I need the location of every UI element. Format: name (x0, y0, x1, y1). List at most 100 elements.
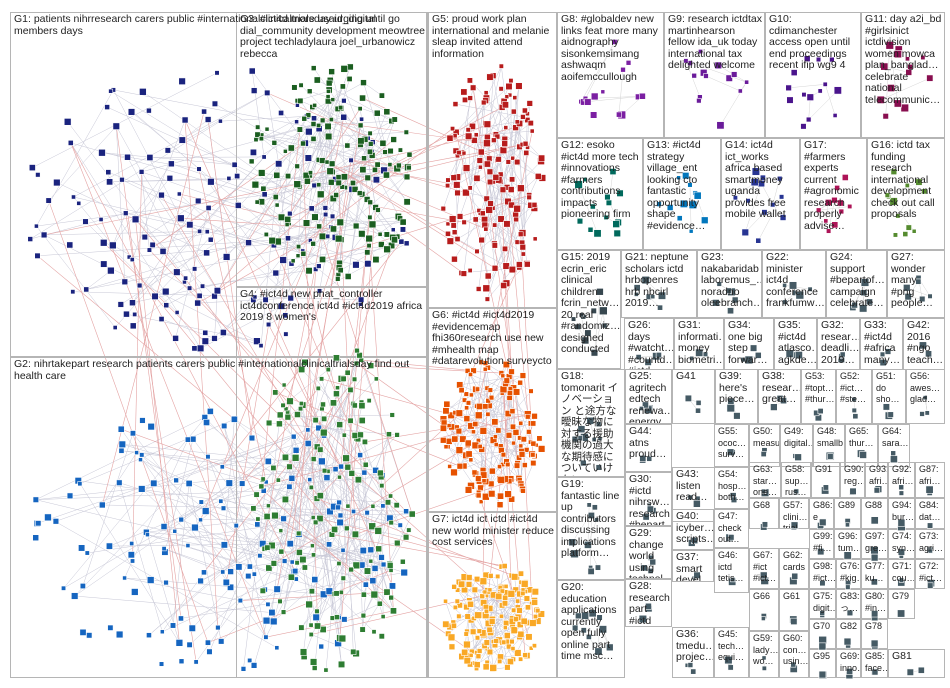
node-g16 (890, 168, 898, 175)
node-g1 (231, 161, 238, 168)
edge (587, 519, 597, 545)
edge (124, 439, 189, 579)
node-g58 (793, 488, 800, 495)
node-g7 (537, 610, 545, 618)
node-g2 (203, 419, 210, 426)
node-g14 (778, 194, 785, 200)
node-g2 (357, 452, 363, 458)
node-g4 (250, 505, 257, 512)
node-g6 (446, 423, 452, 429)
group-label-g6: G6: #ict4d #ict4d2019 #evidencemap fhi36… (432, 309, 552, 367)
node-g1 (265, 321, 272, 328)
node-g7 (479, 577, 488, 586)
node-g5 (526, 100, 533, 107)
edge (758, 196, 782, 241)
node-g16 (892, 232, 898, 238)
node-g9 (683, 58, 689, 64)
node-g19 (586, 502, 592, 508)
group-label-g39: G39: here's piece… (719, 370, 755, 405)
node-g2 (198, 499, 204, 505)
node-g7 (510, 646, 516, 652)
node-g2 (286, 540, 294, 548)
edge (30, 120, 221, 240)
node-g3 (344, 273, 352, 280)
node-g2 (178, 615, 184, 622)
edge (73, 92, 268, 198)
node-g5 (512, 95, 518, 101)
group-cell-g88: G88 (861, 498, 888, 529)
group-cell-g41: G41 (672, 369, 715, 424)
node-g13 (656, 201, 662, 207)
node-g1 (204, 229, 210, 235)
node-g3 (310, 135, 317, 142)
node-g1 (311, 115, 317, 122)
node-g13 (679, 199, 688, 208)
node-g3 (406, 151, 413, 158)
edge (362, 97, 387, 112)
node-g7 (483, 608, 490, 614)
node-g30 (642, 513, 650, 521)
edge (226, 117, 344, 258)
group-label-g48: G48: smallb… (817, 426, 844, 448)
node-g7 (503, 625, 508, 631)
edge (229, 483, 266, 590)
group-label-g44: G44: atns proud… (629, 425, 667, 460)
node-g7 (513, 616, 519, 623)
node-g2 (44, 513, 52, 522)
node-g2 (336, 518, 344, 527)
node-g5 (515, 82, 523, 90)
edge (124, 577, 324, 595)
node-g3 (310, 121, 317, 127)
node-g4 (312, 417, 319, 424)
edge (459, 430, 484, 467)
node-g4 (325, 367, 331, 373)
node-g11 (887, 84, 895, 92)
node-g4 (297, 406, 304, 412)
group-label-g57: G57: clini… trial… (783, 500, 808, 529)
node-g4 (352, 561, 361, 570)
group-cell-g66: G66 (749, 589, 779, 631)
node-g7 (535, 608, 541, 614)
node-g3 (358, 230, 366, 238)
node-g10 (803, 55, 811, 63)
edge (195, 600, 241, 663)
node-g3 (364, 249, 371, 256)
group-cell-g59: G59: lady… wo… (749, 631, 779, 678)
node-g3 (397, 147, 403, 153)
node-g4 (331, 526, 339, 533)
node-g2 (335, 504, 341, 511)
node-g1 (313, 266, 319, 272)
node-g19 (594, 564, 601, 571)
edge (443, 136, 469, 209)
group-cell-g71: G71: cou… (888, 559, 915, 589)
node-g7 (520, 590, 526, 597)
node-g2 (332, 466, 339, 473)
node-g3 (305, 112, 312, 118)
node-g1 (207, 178, 215, 186)
node-g7 (524, 604, 531, 611)
node-g4 (388, 594, 394, 601)
node-g3 (251, 180, 260, 189)
node-g7 (482, 663, 490, 671)
node-g4 (332, 354, 340, 362)
node-g3 (272, 194, 279, 200)
node-g48 (827, 453, 834, 460)
node-g13 (688, 228, 694, 234)
node-g1 (192, 266, 198, 272)
node-g2 (146, 576, 155, 584)
edge (594, 291, 601, 353)
node-g54 (730, 496, 738, 503)
node-g3 (350, 180, 356, 186)
group-cell-g6: G6: #ict4d #ict4d2019 #evidencemap fhi36… (428, 308, 557, 512)
edge (340, 189, 356, 223)
edge (370, 365, 502, 374)
node-g6 (517, 379, 523, 386)
node-g3 (273, 171, 281, 179)
group-label-g24: G24: support #bepartof… campaign celebra… (830, 251, 885, 309)
node-g2 (227, 568, 234, 575)
node-g2 (221, 422, 228, 430)
edge (109, 481, 267, 547)
group-label-g51: G51: do sho… (876, 371, 900, 404)
group-label-g7: G7: ict4d ict ictd #ict4d new world mini… (432, 513, 554, 548)
node-g1 (399, 226, 407, 233)
